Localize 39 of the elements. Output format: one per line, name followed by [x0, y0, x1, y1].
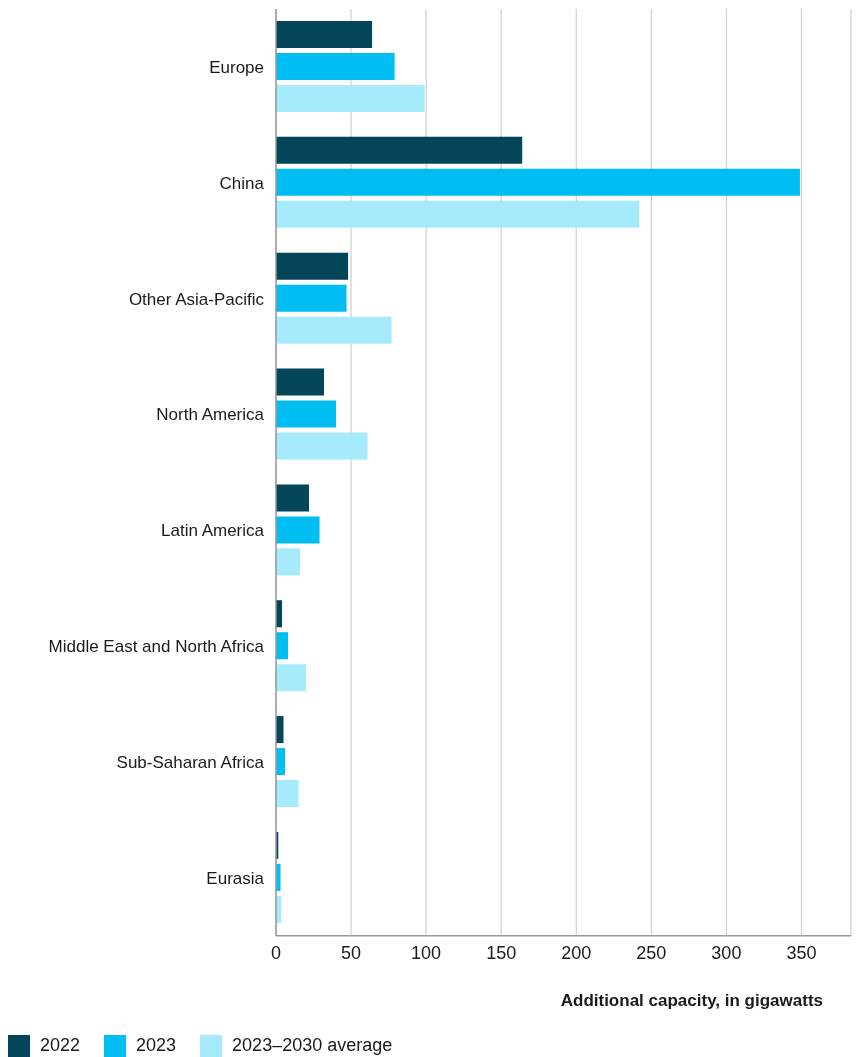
- y-tick-label: Middle East and North Africa: [48, 637, 265, 657]
- y-tick-label: China: [219, 173, 265, 193]
- x-tick-label: 50: [341, 942, 362, 963]
- x-tick-label: 250: [636, 942, 667, 963]
- bar: [276, 21, 373, 48]
- bar: [276, 516, 320, 544]
- bar: [276, 316, 392, 344]
- y-tick-label: Other Asia-Pacific: [128, 289, 265, 309]
- x-tick-label: 0: [270, 942, 282, 963]
- y-tick-label: Sub-Saharan Africa: [116, 753, 265, 773]
- y-tick-label: Eurasia: [206, 868, 265, 888]
- bar: [276, 548, 301, 576]
- legend-label: 2023: [136, 1034, 177, 1055]
- bar: [276, 780, 299, 808]
- bar: [276, 484, 310, 512]
- x-tick-label: 300: [711, 942, 742, 963]
- bar: [276, 432, 368, 460]
- bar: [276, 53, 395, 80]
- bar: [276, 200, 640, 228]
- bar: [276, 85, 425, 112]
- bar: [276, 664, 307, 692]
- bar: [276, 400, 337, 428]
- bar: [276, 632, 289, 660]
- bar: [276, 284, 347, 312]
- legend-label: 2022: [40, 1034, 81, 1055]
- bar: [276, 168, 800, 196]
- y-tick-label: Latin America: [161, 521, 265, 541]
- bar: [276, 136, 523, 164]
- x-tick-label: 200: [561, 942, 592, 963]
- x-tick-label: 150: [486, 942, 517, 963]
- bar: [276, 252, 349, 280]
- x-tick-label: 350: [786, 942, 817, 963]
- y-tick-label: Europe: [209, 57, 264, 77]
- x-tick-label: 100: [411, 942, 442, 963]
- bar: [276, 368, 325, 396]
- y-tick-label: North America: [156, 405, 265, 425]
- bar: [276, 716, 284, 744]
- legend-label: 2023–2030 average: [232, 1034, 393, 1055]
- x-axis-title: Additional capacity, in gigawatts: [560, 990, 823, 1010]
